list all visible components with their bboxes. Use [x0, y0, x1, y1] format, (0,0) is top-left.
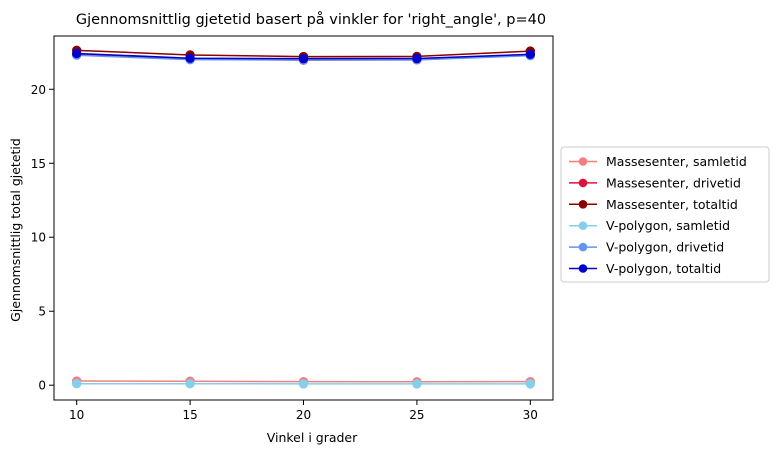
data-point-4-2: [185, 379, 195, 389]
x-tick-label: 10: [69, 408, 84, 422]
legend-marker-5: [578, 242, 588, 252]
data-point-4-1: [71, 379, 82, 389]
data-point-6-4: [412, 53, 422, 64]
axes: 10 15 20 25 30 0 5 10 15 20: [31, 35, 554, 422]
data-point-6-5: [525, 49, 536, 60]
legend-marker-6: [578, 264, 588, 273]
plot-frame: [53, 35, 554, 401]
legend-label-1: Massesenter, samletid: [606, 154, 747, 169]
data-point-4-3: [298, 379, 309, 389]
y-tick-label: 0: [38, 379, 46, 393]
y-tick-label: 15: [31, 157, 46, 171]
legend-label-6: V-polygon, totaltid: [606, 261, 721, 276]
y-axis-label: Gjennomsnittlig total gjetetid: [8, 138, 23, 322]
x-tick-label: 25: [409, 408, 424, 422]
legend-marker-3: [578, 200, 588, 209]
legend-label-2: Massesenter, drivetid: [606, 175, 741, 190]
legend-label-4: V-polygon, samletid: [606, 218, 730, 233]
x-axis-label: Vinkel i grader: [267, 430, 358, 445]
y-tick-label: 10: [31, 231, 46, 245]
legend-marker-4: [578, 221, 588, 230]
plot-area: [71, 45, 536, 389]
legend-label-3: Massesenter, totaltid: [606, 197, 738, 212]
y-tick-label: 20: [31, 83, 46, 97]
x-tick-label: 30: [523, 408, 538, 422]
data-point-4-5: [525, 379, 536, 389]
x-tick-label: 20: [296, 408, 311, 422]
legend-label-5: V-polygon, drivetid: [606, 240, 724, 255]
legend-marker-1: [578, 157, 588, 166]
data-point-4-4: [412, 379, 422, 389]
chart-title: Gjennomsnittlig gjetetid basert på vinkl…: [76, 11, 546, 28]
data-point-6-2: [185, 53, 195, 63]
legend-marker-2: [578, 178, 588, 188]
y-tick-label: 5: [38, 305, 46, 319]
legend: Massesenter, samletid Massesenter, drivet…: [560, 146, 770, 283]
data-point-6-3: [298, 53, 309, 64]
legend-box: [560, 146, 770, 283]
data-point-6-1: [71, 48, 82, 59]
x-tick-label: 15: [182, 408, 197, 422]
